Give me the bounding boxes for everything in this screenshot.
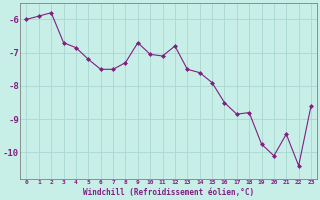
X-axis label: Windchill (Refroidissement éolien,°C): Windchill (Refroidissement éolien,°C) [83, 188, 254, 197]
